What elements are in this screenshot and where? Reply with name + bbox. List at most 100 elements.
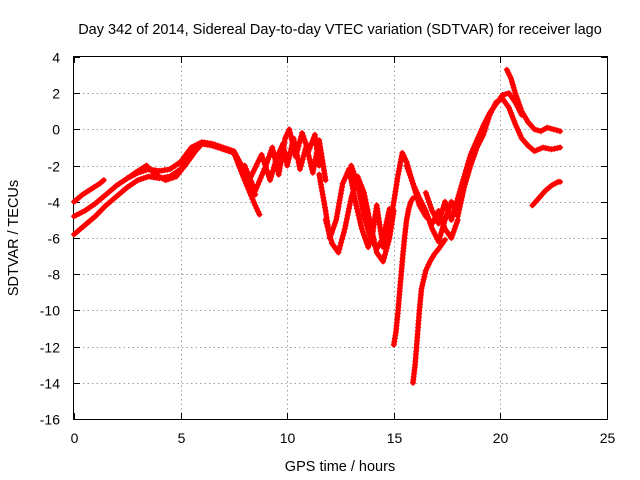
data-point (350, 189, 356, 195)
data-point (512, 121, 519, 127)
data-point (396, 165, 403, 172)
data-point (265, 156, 271, 163)
data-point (168, 175, 174, 182)
data-point (306, 156, 313, 163)
y-tick-label: -2 (48, 159, 61, 175)
data-point (548, 146, 555, 153)
data-point (299, 156, 306, 163)
data-point (557, 178, 564, 185)
data-point (470, 145, 477, 152)
data-point (456, 189, 463, 195)
data-point (335, 207, 341, 213)
data-point (472, 140, 479, 147)
data-point (154, 173, 161, 179)
data-point (449, 232, 456, 238)
data-point (305, 152, 312, 159)
data-point (212, 141, 219, 148)
data-point (79, 209, 85, 216)
data-point (325, 227, 332, 233)
data-point (339, 232, 346, 239)
data-point (262, 164, 269, 171)
data-point (251, 167, 257, 174)
data-point (282, 135, 289, 142)
data-point (330, 225, 336, 232)
data-point (249, 196, 256, 203)
data-point (190, 143, 197, 150)
data-point (321, 201, 328, 208)
data-point (355, 187, 362, 194)
data-point (305, 149, 311, 156)
data-point (257, 175, 264, 182)
data-point (349, 192, 356, 199)
data-point (423, 192, 430, 199)
data-point (303, 142, 310, 149)
data-point (508, 75, 515, 82)
data-point (290, 135, 297, 142)
data-point (359, 229, 366, 235)
data-point (313, 153, 319, 160)
data-point (279, 140, 286, 147)
data-point (450, 210, 457, 217)
data-point (283, 132, 290, 139)
data-point (160, 175, 166, 182)
data-point (464, 161, 471, 167)
data-point (342, 222, 349, 229)
data-point (357, 193, 364, 200)
data-point (442, 236, 448, 243)
data-point (388, 215, 395, 222)
data-point (198, 140, 205, 147)
data-point (337, 190, 344, 197)
x-tick-label: 15 (387, 430, 403, 446)
data-point (284, 162, 291, 169)
data-point (392, 185, 399, 192)
data-point (298, 159, 305, 166)
data-point (280, 144, 287, 150)
data-point (222, 145, 229, 152)
data-point (256, 211, 263, 218)
data-point (436, 235, 443, 242)
data-point (448, 198, 455, 205)
data-point (255, 208, 262, 215)
data-point (531, 126, 538, 133)
data-point (399, 149, 406, 156)
data-point (76, 210, 83, 217)
data-point (413, 189, 420, 196)
data-point (441, 220, 448, 226)
data-point (343, 215, 350, 222)
data-point (269, 167, 276, 174)
data-point (271, 161, 278, 168)
data-point (553, 127, 560, 134)
data-point (214, 142, 221, 149)
data-point (534, 127, 541, 134)
data-point (386, 235, 393, 241)
data-point (344, 212, 351, 219)
data-point (455, 210, 462, 217)
data-point (410, 195, 416, 202)
data-point (253, 184, 260, 191)
data-point (453, 198, 460, 205)
data-point (100, 177, 107, 184)
data-point (361, 216, 368, 223)
data-point (272, 158, 279, 165)
data-point (383, 245, 390, 252)
data-point (542, 145, 549, 152)
data-point (395, 171, 402, 178)
data-point (152, 171, 158, 178)
x-tick-label: 25 (600, 430, 616, 446)
series-arc-13 (403, 95, 564, 245)
data-point (466, 154, 473, 161)
data-point (170, 174, 177, 181)
data-point (333, 216, 340, 223)
data-point (508, 78, 515, 85)
y-tick-label: -4 (48, 195, 61, 211)
data-point (422, 270, 429, 277)
data-point (318, 153, 325, 160)
data-point (336, 246, 343, 253)
data-point (358, 222, 364, 229)
data-point (256, 178, 263, 185)
data-point (419, 282, 426, 289)
data-point (426, 198, 432, 205)
data-point (386, 225, 393, 232)
data-point (258, 172, 265, 179)
data-point (408, 177, 415, 184)
